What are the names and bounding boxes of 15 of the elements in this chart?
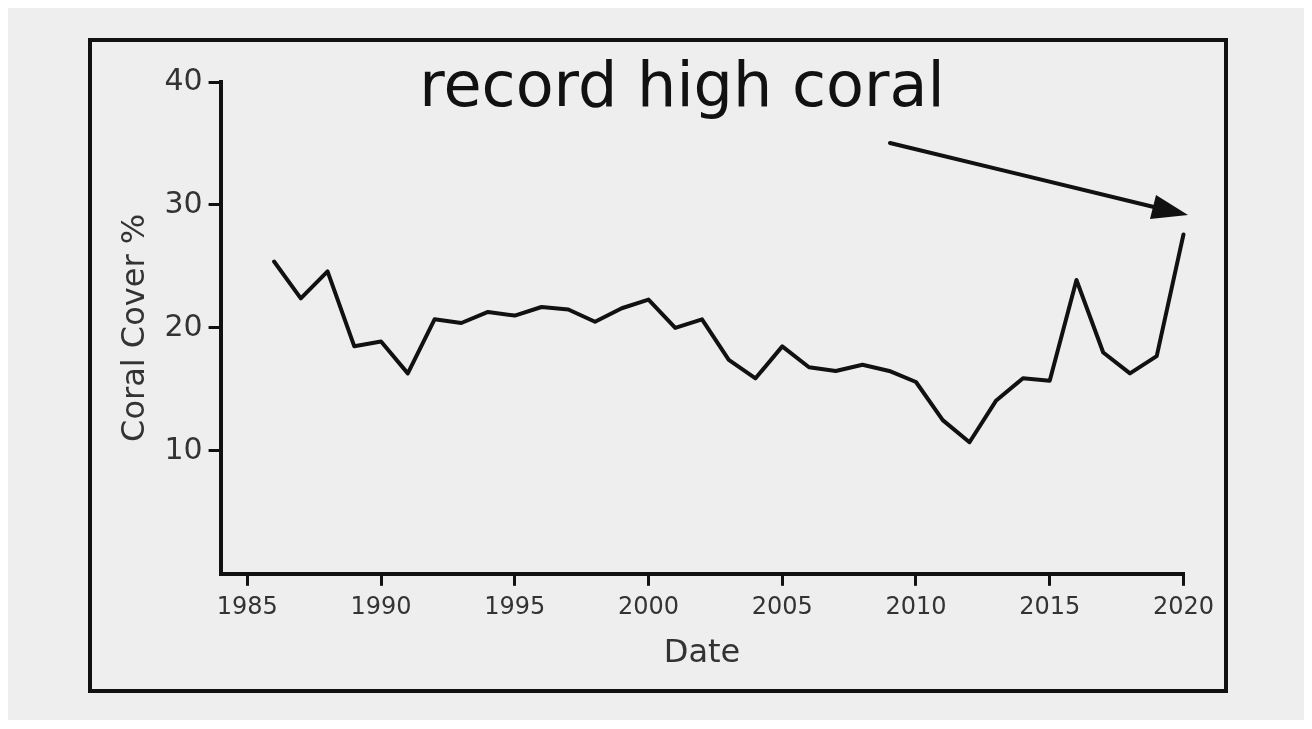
y-axis-title: Coral Cover % <box>113 213 152 442</box>
annotation: record high coral <box>419 48 945 122</box>
y-tick-label: 40 <box>164 61 203 97</box>
x-tick-label: 2005 <box>751 592 813 621</box>
y-tick-label: 20 <box>164 307 203 343</box>
x-tick-label: 1990 <box>350 592 412 621</box>
x-tick-label: 2010 <box>885 592 947 621</box>
x-tick-label: 1995 <box>484 592 546 621</box>
x-axis-title: Date <box>663 632 741 671</box>
y-tick-label: 30 <box>164 184 203 220</box>
x-tick-label: 2015 <box>1019 592 1081 621</box>
y-tick-label: 10 <box>164 430 203 466</box>
x-tick-label: 1985 <box>216 592 278 621</box>
x-tick-label: 2020 <box>1152 592 1214 621</box>
x-tick-label: 2000 <box>617 592 680 621</box>
